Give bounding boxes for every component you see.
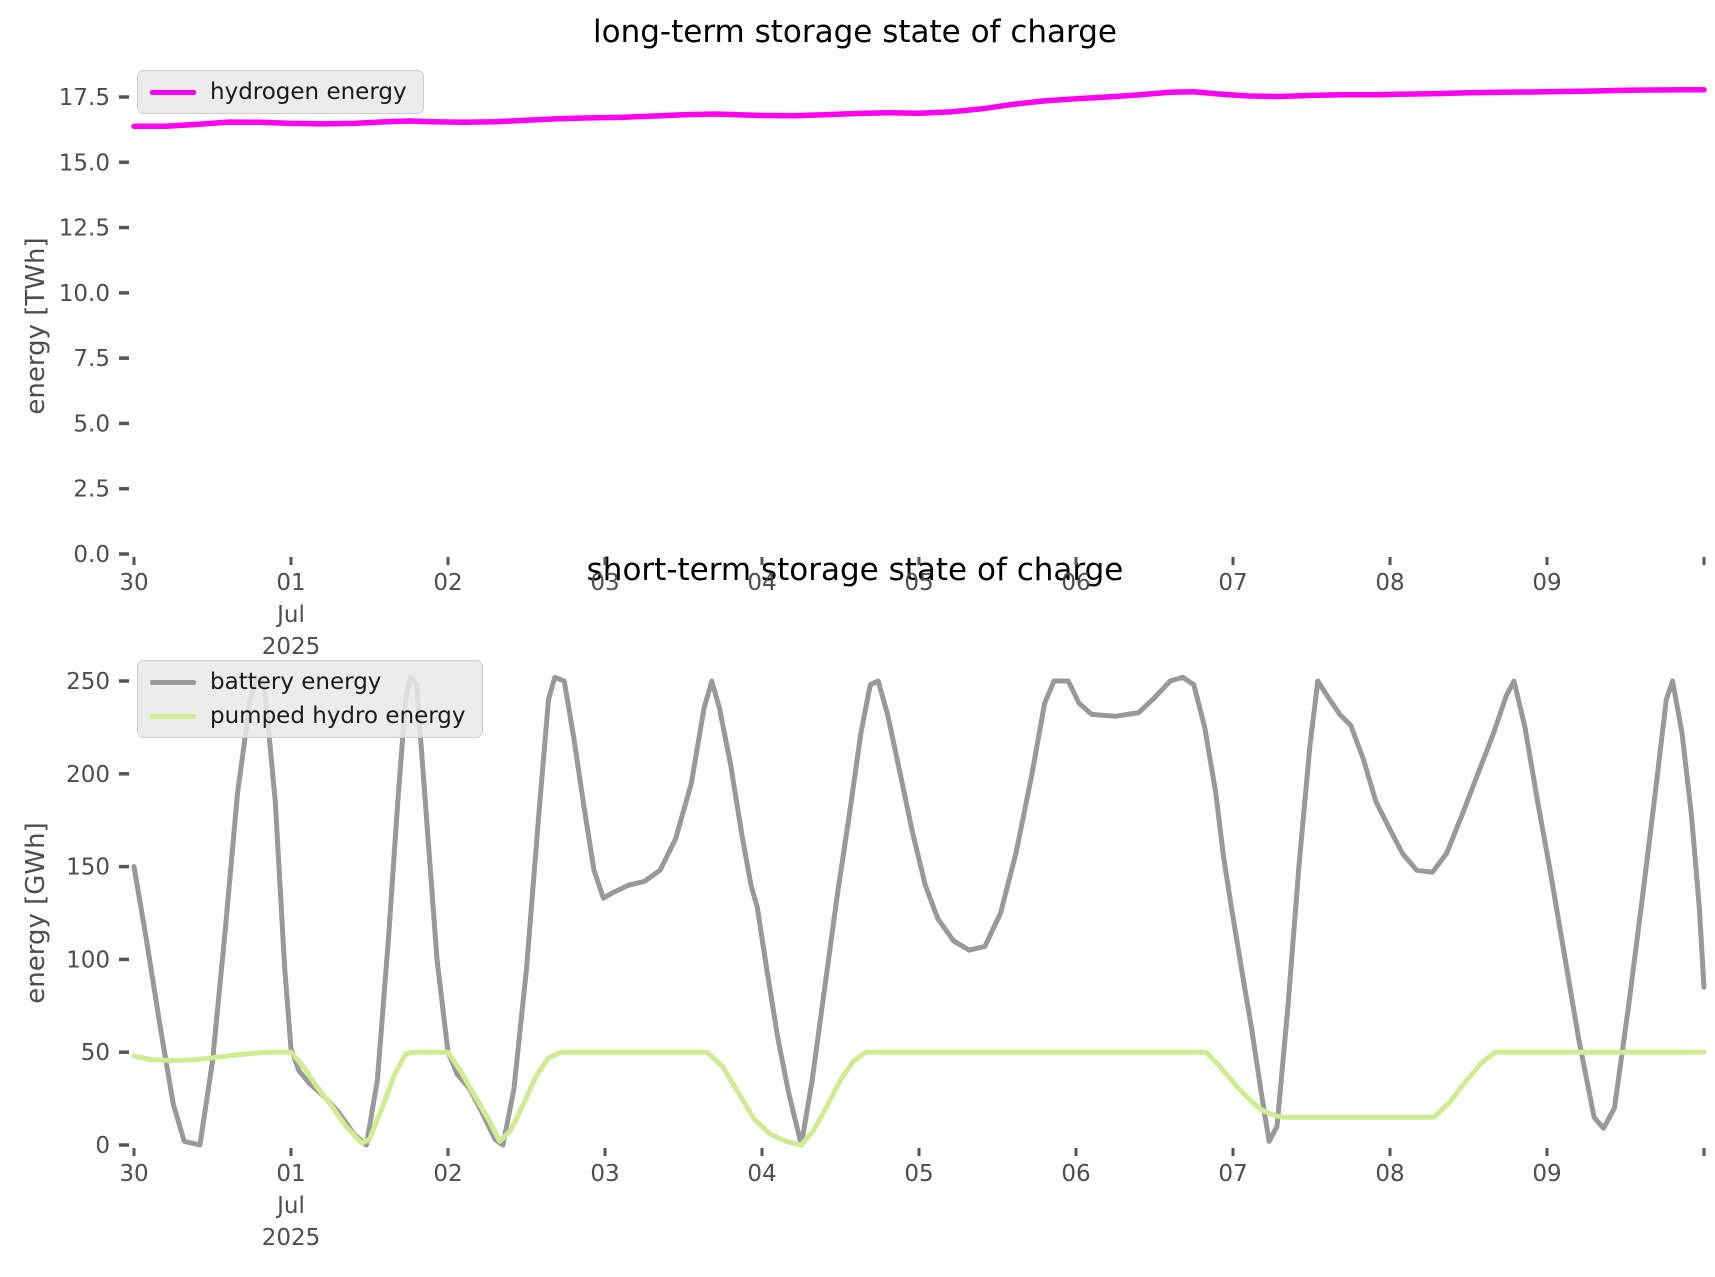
- legend-line-swatch: [150, 679, 196, 685]
- x-tick-label: 04: [747, 570, 776, 596]
- x-tick-label: 01: [276, 570, 305, 596]
- y-tick-label: 200: [66, 762, 110, 788]
- legend-item: pumped hydro energy: [150, 703, 466, 729]
- y-tick-label: 12.5: [59, 216, 110, 242]
- x-tick-label: 05: [904, 570, 933, 596]
- x-tick-label: 03: [590, 570, 619, 596]
- legend-item: hydrogen energy: [150, 79, 407, 105]
- legend-line-swatch: [150, 89, 196, 95]
- y-tick-label: 2.5: [73, 477, 110, 503]
- x-month-label: Jul: [275, 602, 305, 628]
- long-term-chart-title: long-term storage state of charge: [593, 14, 1117, 50]
- x-tick-label: 09: [1532, 570, 1561, 596]
- y-tick-label: 15.0: [59, 150, 110, 176]
- series-line-battery-energy: [131, 674, 1707, 1148]
- x-tick-label: 30: [119, 570, 148, 596]
- x-tick-label: 06: [1061, 1161, 1090, 1187]
- y-tick-label: 5.0: [73, 411, 110, 437]
- x-tick-label: 05: [904, 1161, 933, 1187]
- x-tick-label: 06: [1061, 570, 1090, 596]
- y-tick-label: 0.0: [73, 542, 110, 568]
- x-tick-label: 04: [747, 1161, 776, 1187]
- legend-item: battery energy: [150, 669, 466, 695]
- x-tick-label: 30: [119, 1161, 148, 1187]
- series-line-hydrogen-energy: [131, 86, 1707, 130]
- y-tick-label: 100: [66, 947, 110, 973]
- x-tick-label: 02: [433, 570, 462, 596]
- x-year-label: 2025: [262, 1225, 321, 1251]
- x-tick-label: 09: [1532, 1161, 1561, 1187]
- y-tick-label: 150: [66, 855, 110, 881]
- short-term-legend: battery energy pumped hydro energy: [137, 660, 483, 738]
- y-tick-label: 10.0: [59, 281, 110, 307]
- x-month-label: Jul: [275, 1193, 305, 1219]
- x-tick-label: 08: [1375, 1161, 1404, 1187]
- x-tick-label: 08: [1375, 570, 1404, 596]
- legend-label: battery energy: [210, 669, 382, 695]
- series-line-pumped-hydro-energy: [131, 1049, 1707, 1148]
- long-term-legend: hydrogen energy: [137, 70, 424, 114]
- legend-label: pumped hydro energy: [210, 703, 466, 729]
- y-tick-label: 17.5: [59, 85, 110, 111]
- x-tick-label: 07: [1218, 570, 1247, 596]
- legend-label: hydrogen energy: [210, 79, 407, 105]
- y-tick-label: 0: [95, 1133, 110, 1159]
- x-tick-label: 01: [276, 1161, 305, 1187]
- legend-line-swatch: [150, 713, 196, 719]
- x-tick-label: 02: [433, 1161, 462, 1187]
- y-tick-label: 7.5: [73, 346, 110, 372]
- short-term-chart-title: short-term storage state of charge: [586, 552, 1124, 588]
- x-tick-label: 03: [590, 1161, 619, 1187]
- y-tick-label: 50: [81, 1040, 110, 1066]
- y-tick-label: 250: [66, 669, 110, 695]
- x-year-label: 2025: [262, 634, 321, 660]
- x-tick-label: 07: [1218, 1161, 1247, 1187]
